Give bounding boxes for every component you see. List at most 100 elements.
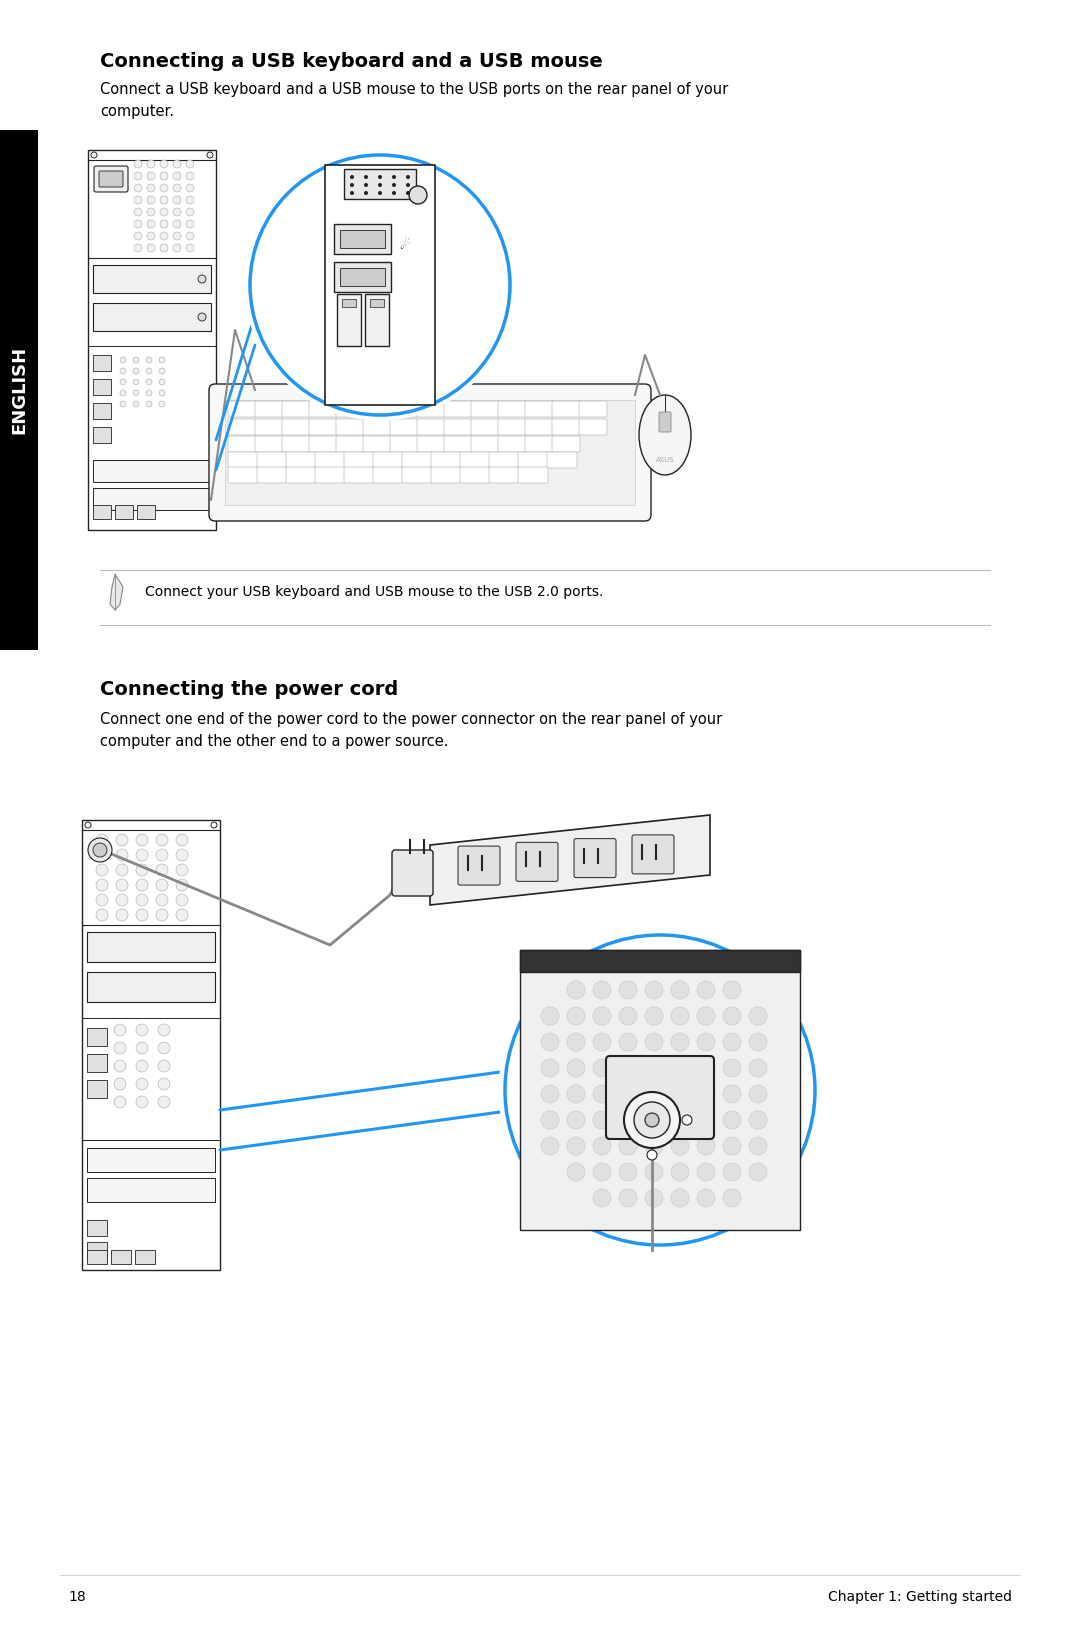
Circle shape xyxy=(96,849,108,861)
Circle shape xyxy=(619,1163,637,1181)
Circle shape xyxy=(160,244,168,252)
Circle shape xyxy=(619,1007,637,1025)
FancyBboxPatch shape xyxy=(228,452,258,469)
FancyBboxPatch shape xyxy=(365,294,389,347)
Circle shape xyxy=(136,909,148,921)
FancyBboxPatch shape xyxy=(460,467,490,483)
Text: 18: 18 xyxy=(68,1590,85,1604)
Circle shape xyxy=(159,390,165,395)
Circle shape xyxy=(567,1111,585,1129)
Circle shape xyxy=(116,864,129,875)
Circle shape xyxy=(647,1150,657,1160)
Circle shape xyxy=(723,1007,741,1025)
FancyBboxPatch shape xyxy=(315,467,345,483)
Circle shape xyxy=(671,1033,689,1051)
FancyBboxPatch shape xyxy=(93,504,111,519)
FancyBboxPatch shape xyxy=(255,420,283,434)
Circle shape xyxy=(505,936,815,1245)
Circle shape xyxy=(173,208,181,216)
Circle shape xyxy=(156,879,168,892)
FancyBboxPatch shape xyxy=(345,452,374,469)
FancyBboxPatch shape xyxy=(87,1250,107,1264)
Circle shape xyxy=(147,172,156,181)
Circle shape xyxy=(697,1007,715,1025)
Circle shape xyxy=(133,356,139,363)
Circle shape xyxy=(619,1189,637,1207)
Circle shape xyxy=(176,909,188,921)
FancyBboxPatch shape xyxy=(93,488,211,509)
Circle shape xyxy=(114,1061,126,1072)
Circle shape xyxy=(750,1085,767,1103)
FancyBboxPatch shape xyxy=(336,420,364,434)
FancyBboxPatch shape xyxy=(114,504,133,519)
Circle shape xyxy=(114,1079,126,1090)
Circle shape xyxy=(198,312,206,321)
FancyBboxPatch shape xyxy=(87,1080,107,1098)
Circle shape xyxy=(85,822,91,828)
FancyBboxPatch shape xyxy=(552,400,580,417)
Circle shape xyxy=(96,879,108,892)
Circle shape xyxy=(146,400,152,407)
Circle shape xyxy=(392,190,396,195)
Circle shape xyxy=(378,182,382,187)
Circle shape xyxy=(156,893,168,906)
FancyBboxPatch shape xyxy=(93,379,111,395)
FancyBboxPatch shape xyxy=(444,436,472,452)
FancyBboxPatch shape xyxy=(282,436,310,452)
Circle shape xyxy=(645,1137,663,1155)
Text: ☄: ☄ xyxy=(400,239,410,252)
FancyBboxPatch shape xyxy=(93,403,111,420)
FancyBboxPatch shape xyxy=(579,400,607,417)
FancyBboxPatch shape xyxy=(444,400,472,417)
Text: ENGLISH: ENGLISH xyxy=(10,347,28,434)
FancyBboxPatch shape xyxy=(87,1178,215,1202)
Circle shape xyxy=(671,1059,689,1077)
Circle shape xyxy=(160,159,168,168)
Circle shape xyxy=(134,208,141,216)
FancyBboxPatch shape xyxy=(93,426,111,443)
Circle shape xyxy=(723,1111,741,1129)
Circle shape xyxy=(147,208,156,216)
Circle shape xyxy=(697,1163,715,1181)
Circle shape xyxy=(116,893,129,906)
Circle shape xyxy=(133,390,139,395)
Circle shape xyxy=(750,1007,767,1025)
Circle shape xyxy=(159,400,165,407)
Circle shape xyxy=(211,822,217,828)
FancyBboxPatch shape xyxy=(552,436,580,452)
Circle shape xyxy=(645,1111,663,1129)
Circle shape xyxy=(567,1007,585,1025)
Circle shape xyxy=(156,835,168,846)
Circle shape xyxy=(541,1059,559,1077)
Circle shape xyxy=(750,1111,767,1129)
FancyBboxPatch shape xyxy=(137,504,156,519)
Circle shape xyxy=(147,220,156,228)
Circle shape xyxy=(173,233,181,241)
Circle shape xyxy=(364,190,368,195)
FancyBboxPatch shape xyxy=(390,436,418,452)
Circle shape xyxy=(114,1097,126,1108)
FancyBboxPatch shape xyxy=(334,225,391,254)
FancyBboxPatch shape xyxy=(659,412,671,433)
FancyBboxPatch shape xyxy=(431,467,461,483)
FancyBboxPatch shape xyxy=(93,303,211,330)
Circle shape xyxy=(567,1059,585,1077)
Circle shape xyxy=(567,1033,585,1051)
Circle shape xyxy=(750,1137,767,1155)
FancyBboxPatch shape xyxy=(82,820,220,1271)
Circle shape xyxy=(634,1101,670,1137)
FancyBboxPatch shape xyxy=(87,1241,107,1258)
Circle shape xyxy=(147,233,156,241)
Circle shape xyxy=(697,1137,715,1155)
Circle shape xyxy=(645,1163,663,1181)
Circle shape xyxy=(147,244,156,252)
Circle shape xyxy=(173,244,181,252)
FancyBboxPatch shape xyxy=(417,400,445,417)
Circle shape xyxy=(136,864,148,875)
Circle shape xyxy=(364,182,368,187)
Circle shape xyxy=(645,1085,663,1103)
FancyBboxPatch shape xyxy=(257,452,287,469)
Circle shape xyxy=(134,159,141,168)
Circle shape xyxy=(619,1085,637,1103)
Circle shape xyxy=(619,981,637,999)
